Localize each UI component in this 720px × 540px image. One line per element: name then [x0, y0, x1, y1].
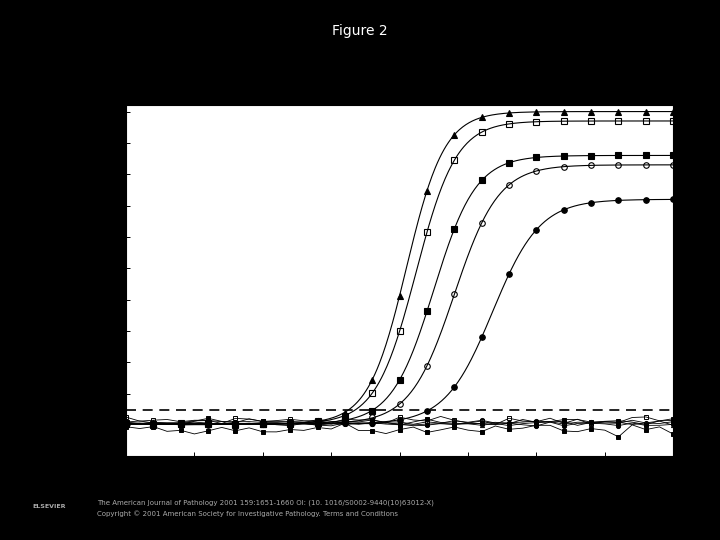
Text: Figure 2: Figure 2: [332, 24, 388, 38]
Text: Copyright © 2001 American Society for Investigative Pathology. Terms and Conditi: Copyright © 2001 American Society for In…: [97, 510, 398, 517]
Text: The American Journal of Pathology 2001 159:1651-1660 OI: (10. 1016/S0002-9440(10: The American Journal of Pathology 2001 1…: [97, 500, 434, 506]
X-axis label: Cycle Number: Cycle Number: [356, 477, 444, 490]
Y-axis label: Fluorescence: Fluorescence: [76, 239, 89, 322]
Text: ELSEVIER: ELSEVIER: [32, 504, 66, 509]
